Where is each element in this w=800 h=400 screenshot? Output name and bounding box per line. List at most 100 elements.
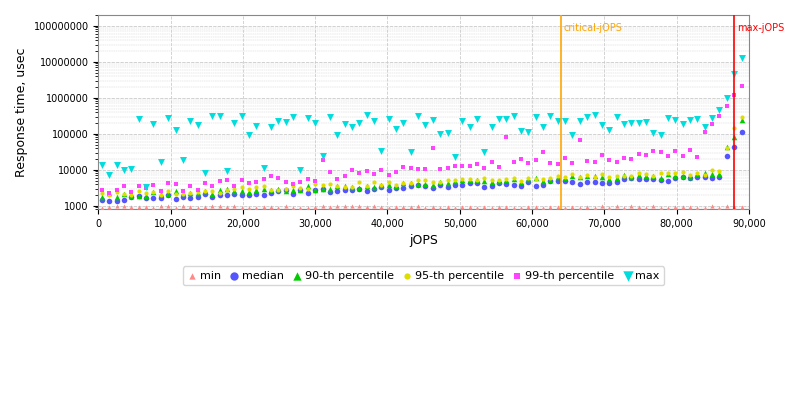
90-th percentile — [441, 179, 454, 186]
90-th percentile — [412, 180, 425, 187]
99-th percentile — [581, 158, 594, 164]
max — [493, 116, 506, 122]
95-th percentile — [449, 177, 462, 183]
min — [684, 203, 697, 210]
max — [235, 113, 248, 120]
median — [412, 182, 425, 188]
median — [618, 176, 630, 182]
median — [338, 187, 351, 194]
90-th percentile — [610, 175, 623, 182]
99-th percentile — [456, 162, 469, 169]
99-th percentile — [728, 92, 741, 98]
min — [367, 203, 380, 209]
median — [258, 192, 270, 198]
95-th percentile — [331, 183, 344, 189]
95-th percentile — [214, 190, 226, 196]
max — [639, 118, 652, 125]
max — [537, 124, 550, 130]
max — [434, 131, 446, 137]
max — [558, 118, 571, 124]
median — [721, 153, 734, 159]
95-th percentile — [382, 178, 395, 185]
99-th percentile — [323, 169, 336, 175]
max — [258, 164, 270, 171]
median — [294, 186, 307, 193]
99-th percentile — [470, 161, 483, 168]
min — [162, 203, 174, 209]
max — [390, 126, 402, 132]
95-th percentile — [323, 180, 336, 187]
max — [367, 118, 380, 124]
99-th percentile — [522, 160, 534, 166]
99-th percentile — [367, 171, 380, 178]
max — [177, 157, 190, 164]
95-th percentile — [206, 188, 218, 194]
95-th percentile — [463, 176, 476, 182]
99-th percentile — [125, 189, 138, 195]
max — [551, 118, 564, 124]
min — [286, 204, 299, 211]
90-th percentile — [309, 187, 322, 193]
99-th percentile — [235, 176, 248, 183]
90-th percentile — [434, 179, 446, 186]
95-th percentile — [632, 170, 645, 176]
90-th percentile — [735, 117, 748, 123]
max — [426, 116, 439, 123]
99-th percentile — [537, 149, 550, 156]
min — [147, 204, 160, 211]
median — [558, 178, 571, 184]
min — [441, 204, 454, 210]
90-th percentile — [162, 191, 174, 197]
90-th percentile — [581, 173, 594, 179]
min — [103, 204, 116, 210]
99-th percentile — [441, 164, 454, 171]
90-th percentile — [456, 177, 469, 183]
median — [698, 173, 711, 180]
99-th percentile — [713, 113, 726, 120]
90-th percentile — [500, 177, 513, 184]
95-th percentile — [426, 179, 439, 185]
90-th percentile — [618, 172, 630, 178]
min — [404, 204, 417, 210]
90-th percentile — [346, 184, 358, 190]
max — [625, 120, 638, 126]
90-th percentile — [449, 177, 462, 184]
min — [419, 204, 432, 211]
max — [286, 114, 299, 120]
90-th percentile — [110, 194, 123, 200]
max — [721, 95, 734, 101]
min — [647, 203, 660, 210]
99-th percentile — [684, 147, 697, 154]
min — [530, 204, 542, 210]
max — [250, 123, 262, 130]
99-th percentile — [147, 182, 160, 188]
median — [309, 186, 322, 193]
95-th percentile — [456, 175, 469, 182]
max — [242, 132, 255, 138]
min — [691, 204, 704, 211]
95-th percentile — [493, 176, 506, 183]
median — [118, 197, 130, 203]
min — [588, 204, 601, 211]
90-th percentile — [588, 173, 601, 179]
95-th percentile — [228, 186, 241, 192]
95-th percentile — [390, 182, 402, 188]
99-th percentile — [449, 163, 462, 169]
90-th percentile — [537, 177, 550, 184]
median — [735, 128, 748, 135]
max — [154, 159, 167, 165]
99-th percentile — [551, 161, 564, 167]
90-th percentile — [258, 185, 270, 192]
max — [272, 118, 285, 124]
95-th percentile — [522, 175, 534, 181]
max — [338, 121, 351, 128]
min — [214, 203, 226, 210]
99-th percentile — [294, 179, 307, 185]
95-th percentile — [514, 177, 527, 184]
median — [110, 198, 123, 205]
max — [404, 149, 417, 155]
min — [221, 204, 234, 210]
max — [486, 124, 498, 130]
95-th percentile — [132, 188, 145, 194]
99-th percentile — [360, 168, 373, 174]
